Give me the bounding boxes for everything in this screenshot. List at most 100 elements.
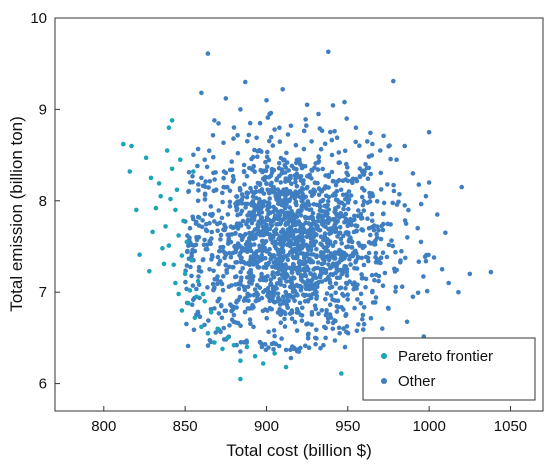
other-point	[378, 255, 384, 260]
pareto-point	[171, 262, 176, 268]
other-point	[191, 152, 196, 158]
other-point	[307, 256, 313, 262]
other-point	[264, 181, 269, 186]
other-point	[251, 274, 256, 279]
other-point	[312, 165, 317, 171]
other-point	[276, 165, 282, 171]
other-point	[380, 250, 386, 255]
other-point	[243, 261, 248, 266]
other-point	[311, 273, 316, 279]
other-point	[361, 172, 367, 177]
other-point	[245, 284, 251, 290]
other-point	[325, 316, 331, 321]
other-point	[353, 139, 359, 145]
pareto-point	[272, 351, 277, 356]
pareto-point	[127, 169, 133, 174]
other-point	[261, 219, 267, 224]
other-point	[418, 239, 424, 245]
other-point	[321, 342, 326, 348]
other-point	[239, 197, 244, 202]
other-point	[268, 290, 273, 296]
other-point	[326, 172, 332, 178]
other-point	[280, 243, 286, 248]
plot-frame	[54, 17, 544, 412]
other-point	[315, 225, 320, 230]
other-point	[305, 332, 311, 338]
other-point	[346, 206, 351, 212]
other-point	[199, 175, 204, 181]
other-point	[241, 162, 247, 168]
other-point	[234, 206, 240, 211]
other-point	[215, 228, 220, 233]
other-point	[410, 171, 416, 176]
pareto-point	[147, 268, 152, 274]
other-point	[184, 263, 190, 268]
other-point	[270, 296, 275, 301]
other-point	[234, 274, 239, 279]
other-point	[294, 242, 299, 247]
other-point	[259, 232, 264, 238]
y-tick-label: 9	[39, 101, 47, 118]
other-point	[223, 96, 229, 101]
other-point	[215, 299, 220, 304]
other-point	[197, 314, 203, 320]
other-point	[278, 279, 283, 284]
other-point	[207, 220, 212, 226]
other-point	[343, 286, 348, 291]
pareto-point	[148, 175, 154, 181]
other-point	[259, 199, 264, 205]
other-point	[282, 254, 287, 259]
other-point	[349, 245, 355, 250]
other-point	[289, 163, 295, 169]
other-point	[211, 268, 216, 274]
other-point	[278, 312, 284, 317]
other-point	[335, 179, 340, 184]
other-point	[217, 220, 223, 226]
pareto-point	[178, 157, 183, 162]
pareto-point	[195, 278, 201, 284]
other-point	[187, 225, 193, 231]
other-point	[315, 284, 320, 290]
other-point	[253, 189, 259, 195]
other-point	[374, 257, 380, 262]
other-point	[353, 199, 358, 205]
other-point	[257, 339, 263, 345]
other-point	[357, 143, 362, 148]
other-point	[322, 186, 327, 191]
other-point	[249, 281, 254, 286]
other-point	[228, 224, 234, 229]
other-point	[294, 213, 299, 218]
other-point	[203, 246, 209, 252]
other-point	[234, 298, 240, 304]
other-point	[241, 284, 247, 290]
other-point	[341, 326, 346, 331]
other-point	[306, 230, 312, 236]
other-point	[435, 212, 440, 217]
other-point	[296, 283, 301, 289]
other-point	[344, 324, 350, 329]
other-point	[238, 269, 243, 275]
other-point	[195, 163, 200, 169]
other-point	[292, 298, 297, 304]
other-point	[194, 235, 199, 240]
other-point	[211, 154, 216, 160]
other-point	[301, 146, 307, 152]
other-point	[354, 178, 360, 184]
other-point	[196, 274, 201, 279]
other-point	[283, 213, 288, 219]
other-point	[426, 252, 431, 258]
other-point	[190, 173, 195, 179]
other-point	[397, 192, 402, 197]
other-point	[264, 164, 270, 170]
other-point	[233, 249, 238, 255]
other-point	[196, 223, 202, 228]
other-point	[217, 248, 222, 254]
other-point	[361, 262, 367, 268]
other-point	[325, 202, 331, 208]
other-point	[343, 311, 349, 317]
other-point	[404, 319, 410, 325]
other-point	[299, 198, 305, 204]
other-point	[267, 138, 272, 144]
other-point	[210, 211, 215, 217]
